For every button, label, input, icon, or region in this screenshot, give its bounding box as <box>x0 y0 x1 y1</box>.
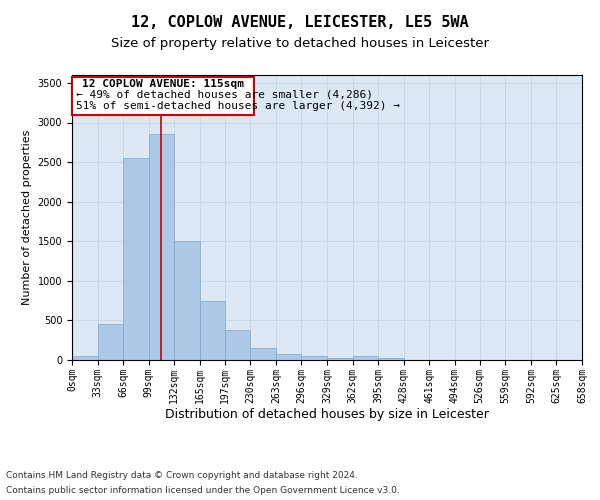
Bar <box>175 242 200 360</box>
Text: Size of property relative to detached houses in Leicester: Size of property relative to detached ho… <box>111 38 489 51</box>
Text: 12 COPLOW AVENUE: 115sqm: 12 COPLOW AVENUE: 115sqm <box>82 79 244 89</box>
Y-axis label: Number of detached properties: Number of detached properties <box>22 130 32 305</box>
Text: ← 49% of detached houses are smaller (4,286): ← 49% of detached houses are smaller (4,… <box>76 90 373 100</box>
X-axis label: Distribution of detached houses by size in Leicester: Distribution of detached houses by size … <box>165 408 489 422</box>
Text: 51% of semi-detached houses are larger (4,392) →: 51% of semi-detached houses are larger (… <box>76 100 400 110</box>
Bar <box>123 158 149 360</box>
Bar <box>149 134 175 360</box>
Bar <box>200 300 224 360</box>
Bar <box>276 354 301 360</box>
Text: Contains public sector information licensed under the Open Government Licence v3: Contains public sector information licen… <box>6 486 400 495</box>
Bar <box>98 324 123 360</box>
Bar <box>378 358 404 360</box>
Bar <box>353 356 378 360</box>
Bar <box>72 356 98 360</box>
Bar <box>301 356 327 360</box>
Text: 12, COPLOW AVENUE, LEICESTER, LE5 5WA: 12, COPLOW AVENUE, LEICESTER, LE5 5WA <box>131 15 469 30</box>
FancyBboxPatch shape <box>72 76 254 116</box>
Bar <box>250 348 276 360</box>
Text: Contains HM Land Registry data © Crown copyright and database right 2024.: Contains HM Land Registry data © Crown c… <box>6 471 358 480</box>
Bar <box>224 330 250 360</box>
Bar <box>327 358 353 360</box>
